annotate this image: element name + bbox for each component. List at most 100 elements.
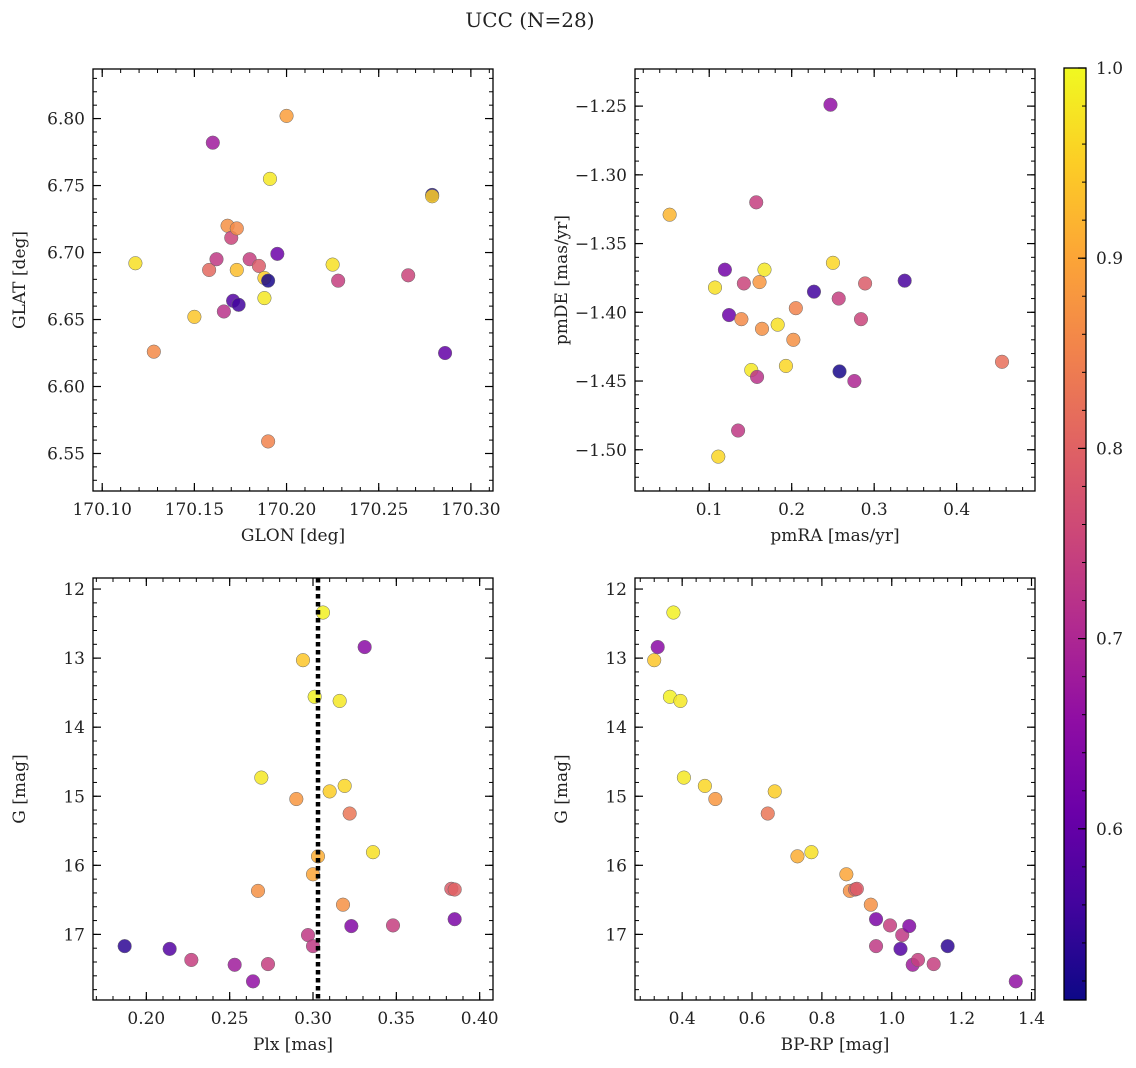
y-tick-label: 16 — [63, 856, 85, 876]
scatter-point — [868, 912, 884, 927]
scatter-point — [262, 171, 278, 186]
scatter-point — [806, 284, 822, 299]
y-tick-label: 14 — [63, 718, 85, 738]
panel-1: 170.10 170.15 170.20 170.25 170.30 6.55 6.60 6.… — [10, 68, 501, 546]
scatter-point — [882, 918, 898, 933]
scatter-point — [754, 321, 770, 336]
scatter-point — [250, 883, 266, 898]
colorbar-tick-label: 0.6 — [1096, 820, 1123, 840]
panel-3: 0.20 0.25 0.30 0.35 0.40 12 13 14 15 16 17 Plx [mas… — [10, 577, 499, 1055]
y-tick-label: 17 — [63, 925, 85, 945]
colorbar-tick-label: 1.0 — [1096, 59, 1123, 79]
scatter-point — [760, 806, 775, 821]
x-axis-label: pmRA [mas/yr] — [770, 526, 899, 546]
scatter-point — [893, 941, 908, 956]
scatter-point — [260, 957, 276, 972]
y-tick-label: 13 — [63, 649, 85, 669]
x-tick-label: 0.6 — [739, 1009, 766, 1029]
x-tick-label: 0.40 — [461, 1009, 499, 1029]
scatter-point — [257, 291, 272, 306]
scatter-point — [863, 897, 878, 912]
scatter-point — [721, 308, 737, 323]
scatter-point — [804, 845, 819, 860]
x-tick-label: 0.3 — [861, 500, 888, 520]
scatter-point — [767, 784, 782, 799]
scatter-point — [261, 273, 276, 288]
y-tick-label: −1.45 — [575, 372, 627, 392]
scatter-point — [788, 301, 803, 316]
scatter-point — [254, 770, 269, 785]
scatter-point — [447, 912, 462, 927]
x-tick-label: 0.25 — [211, 1009, 249, 1029]
y-axis-label: G [mag] — [552, 754, 572, 823]
scatter-point — [926, 957, 941, 972]
axes-frame — [92, 577, 494, 1001]
scatter-point — [162, 941, 177, 956]
y-axis-label: G [mag] — [10, 754, 30, 823]
scatter-point — [940, 939, 955, 954]
y-tick-label: 13 — [605, 649, 627, 669]
y-tick-label: 15 — [605, 787, 627, 807]
scatter-point — [251, 258, 266, 273]
scatter-point — [778, 358, 793, 373]
x-axis-label: GLON [deg] — [241, 526, 345, 546]
scatter-point — [849, 881, 864, 896]
scatter-point — [673, 693, 688, 708]
scatter-point — [117, 939, 132, 954]
scatter-point — [897, 273, 912, 288]
x-tick-label: 0.20 — [127, 1009, 165, 1029]
y-tick-label: 6.65 — [47, 311, 85, 331]
y-tick-label: 6.55 — [47, 444, 85, 464]
scatter-point — [910, 952, 926, 967]
scatter-point — [750, 369, 765, 384]
x-tick-label: 0.4 — [669, 1009, 696, 1029]
scatter-point — [749, 195, 764, 210]
scatter-point — [752, 275, 767, 290]
figure-title: UCC (N=28) — [465, 8, 594, 32]
scatter-point — [447, 882, 462, 897]
x-tick-label: 0.30 — [294, 1009, 332, 1029]
axes-frame — [92, 68, 494, 492]
x-tick-label: 0.8 — [808, 1009, 835, 1029]
x-tick-label: 170.15 — [165, 500, 224, 520]
y-tick-label: −1.35 — [575, 235, 627, 255]
scatter-point — [146, 344, 161, 359]
scatter-point — [332, 693, 347, 708]
y-tick-label: 6.60 — [47, 378, 85, 398]
scatter-point — [205, 135, 220, 150]
scatter-point — [357, 640, 372, 655]
scatter-point — [322, 784, 337, 799]
scatter-point — [994, 354, 1010, 369]
y-tick-label: −1.30 — [575, 166, 627, 186]
x-axis-label: Plx [mas] — [253, 1035, 333, 1055]
y-tick-label: 6.75 — [47, 177, 85, 197]
scatter-point — [337, 778, 352, 793]
scatter-point — [229, 221, 244, 236]
scatter-point — [858, 276, 873, 291]
colorbar-tick-label: 0.9 — [1096, 249, 1123, 269]
scatter-point — [1008, 974, 1023, 989]
scatter-point — [365, 845, 381, 860]
scatter-point — [270, 246, 285, 261]
y-tick-label: 6.80 — [47, 110, 85, 130]
scatter-point — [385, 918, 401, 933]
panel-2: 0.1 0.2 0.3 0.4 −1.50 −1.45 −1.40 −1.35 −1.30 −1.… — [552, 68, 1036, 546]
scatter-point — [438, 345, 453, 361]
x-tick-label: 1.2 — [948, 1009, 975, 1029]
scatter-point — [289, 791, 304, 807]
scatter-point — [868, 939, 884, 954]
scatter-point — [847, 373, 862, 389]
y-tick-label: 12 — [605, 580, 627, 600]
scatter-point — [708, 791, 723, 807]
scatter-point — [425, 189, 440, 204]
scatter-point — [662, 207, 677, 222]
scatter-point — [342, 806, 357, 821]
colorbar-tick-label: 0.7 — [1096, 630, 1123, 650]
scatter-point — [853, 312, 869, 327]
colorbar-frame — [1063, 67, 1087, 1001]
scatter-point — [335, 897, 351, 912]
y-tick-label: −1.40 — [575, 303, 627, 323]
scatter-point — [790, 849, 805, 864]
scatter-point — [227, 957, 242, 972]
scatter-point — [209, 252, 224, 267]
